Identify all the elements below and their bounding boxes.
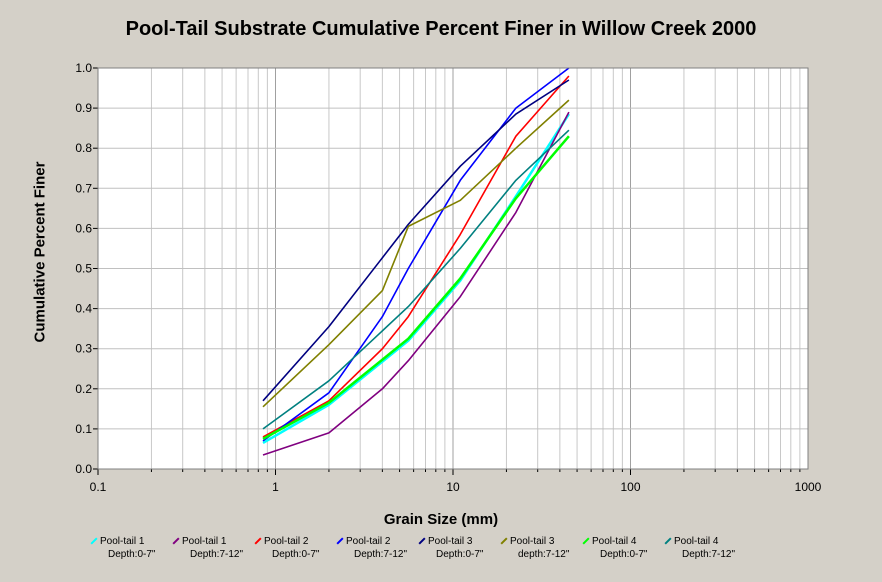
x-axis-label: Grain Size (mm) bbox=[383, 511, 499, 528]
legend-label-line1: Pool-tail 2 bbox=[264, 536, 309, 547]
legend-label-line2: Depth:7-12" bbox=[190, 549, 244, 560]
legend-label: Pool-tail 2 Depth:0-7" bbox=[264, 535, 319, 561]
x-tick-label: 100 bbox=[620, 480, 640, 494]
legend-swatch bbox=[90, 537, 98, 545]
legend-label: Pool-tail 3 depth:7-12" bbox=[510, 535, 569, 561]
y-tick-label: 0.8 bbox=[75, 141, 92, 155]
y-tick-label: 1.0 bbox=[75, 61, 92, 75]
y-tick-label: 0.4 bbox=[75, 302, 92, 316]
legend-item: Pool-tail 3 Depth:0-7" bbox=[418, 535, 500, 565]
series-line-2 bbox=[262, 111, 570, 456]
legend-label-line1: Pool-tail 1 bbox=[182, 536, 227, 547]
legend-swatch bbox=[172, 537, 180, 545]
chart-title: Pool-Tail Substrate Cumulative Percent F… bbox=[125, 18, 757, 40]
series-line-7 bbox=[262, 135, 570, 440]
series-line-8 bbox=[262, 129, 570, 430]
legend-label-line2: Depth:7-12" bbox=[682, 549, 736, 560]
legend-swatch bbox=[336, 537, 344, 545]
legend-label-line1: Pool-tail 4 bbox=[592, 536, 637, 547]
series-line-5 bbox=[262, 79, 570, 402]
y-tick-label: 0.3 bbox=[75, 342, 92, 356]
legend-label-line1: Pool-tail 3 bbox=[428, 536, 473, 547]
legend-swatch bbox=[418, 537, 426, 545]
y-tick-label: 0.0 bbox=[75, 462, 92, 476]
y-tick-label: 0.7 bbox=[75, 181, 92, 195]
legend-item: Pool-tail 1 Depth:7-12" bbox=[172, 535, 254, 565]
legend-label: Pool-tail 4 Depth:0-7" bbox=[592, 535, 647, 561]
y-tick-label: 0.2 bbox=[75, 382, 92, 396]
x-tick-label: 10 bbox=[446, 480, 460, 494]
legend-label: Pool-tail 4 Depth:7-12" bbox=[674, 535, 735, 561]
y-tick-label: 0.9 bbox=[75, 101, 92, 115]
x-tick-label: 1 bbox=[272, 480, 279, 494]
legend-label: Pool-tail 1 Depth:0-7" bbox=[100, 535, 155, 561]
legend-swatch bbox=[664, 537, 672, 545]
legend-swatch bbox=[254, 537, 262, 545]
x-tick-label: 1000 bbox=[795, 480, 822, 494]
legend-item: Pool-tail 3 depth:7-12" bbox=[500, 535, 582, 565]
legend-label-line2: Depth:0-7" bbox=[272, 549, 320, 560]
plot-border bbox=[97, 67, 809, 470]
legend-label-line2: Depth:7-12" bbox=[354, 549, 408, 560]
y-tick-label: 0.1 bbox=[75, 422, 92, 436]
legend-label-line2: Depth:0-7" bbox=[108, 549, 156, 560]
legend-swatch bbox=[582, 537, 590, 545]
series-line-1 bbox=[262, 113, 570, 444]
x-tick-label: 0.1 bbox=[90, 480, 107, 494]
legend-label: Pool-tail 3 Depth:0-7" bbox=[428, 535, 483, 561]
legend-swatch bbox=[500, 537, 508, 545]
legend-item: Pool-tail 1 Depth:0-7" bbox=[90, 535, 172, 565]
legend-label-line2: Depth:0-7" bbox=[600, 549, 648, 560]
series-line-4 bbox=[262, 67, 570, 442]
series-line-6 bbox=[262, 99, 570, 408]
legend-item: Pool-tail 2 Depth:0-7" bbox=[254, 535, 336, 565]
legend-label-line1: Pool-tail 2 bbox=[346, 536, 391, 547]
legend-label-line1: Pool-tail 1 bbox=[100, 536, 145, 547]
legend-label-line2: depth:7-12" bbox=[518, 549, 570, 560]
legend-item: Pool-tail 2 Depth:7-12" bbox=[336, 535, 418, 565]
legend-label: Pool-tail 1 Depth:7-12" bbox=[182, 535, 243, 561]
y-tick-label: 0.6 bbox=[75, 221, 92, 235]
legend-label-line2: Depth:0-7" bbox=[436, 549, 484, 560]
legend-item: Pool-tail 4 Depth:7-12" bbox=[664, 535, 746, 565]
legend: Pool-tail 1 Depth:0-7" Pool-tail 1 Depth:7-… bbox=[90, 535, 746, 565]
legend-item: Pool-tail 4 Depth:0-7" bbox=[582, 535, 664, 565]
legend-label-line1: Pool-tail 3 bbox=[510, 536, 555, 547]
legend-label: Pool-tail 2 Depth:7-12" bbox=[346, 535, 407, 561]
legend-label-line1: Pool-tail 4 bbox=[674, 536, 719, 547]
series-line-3 bbox=[262, 75, 570, 438]
y-tick-label: 0.5 bbox=[75, 262, 92, 276]
